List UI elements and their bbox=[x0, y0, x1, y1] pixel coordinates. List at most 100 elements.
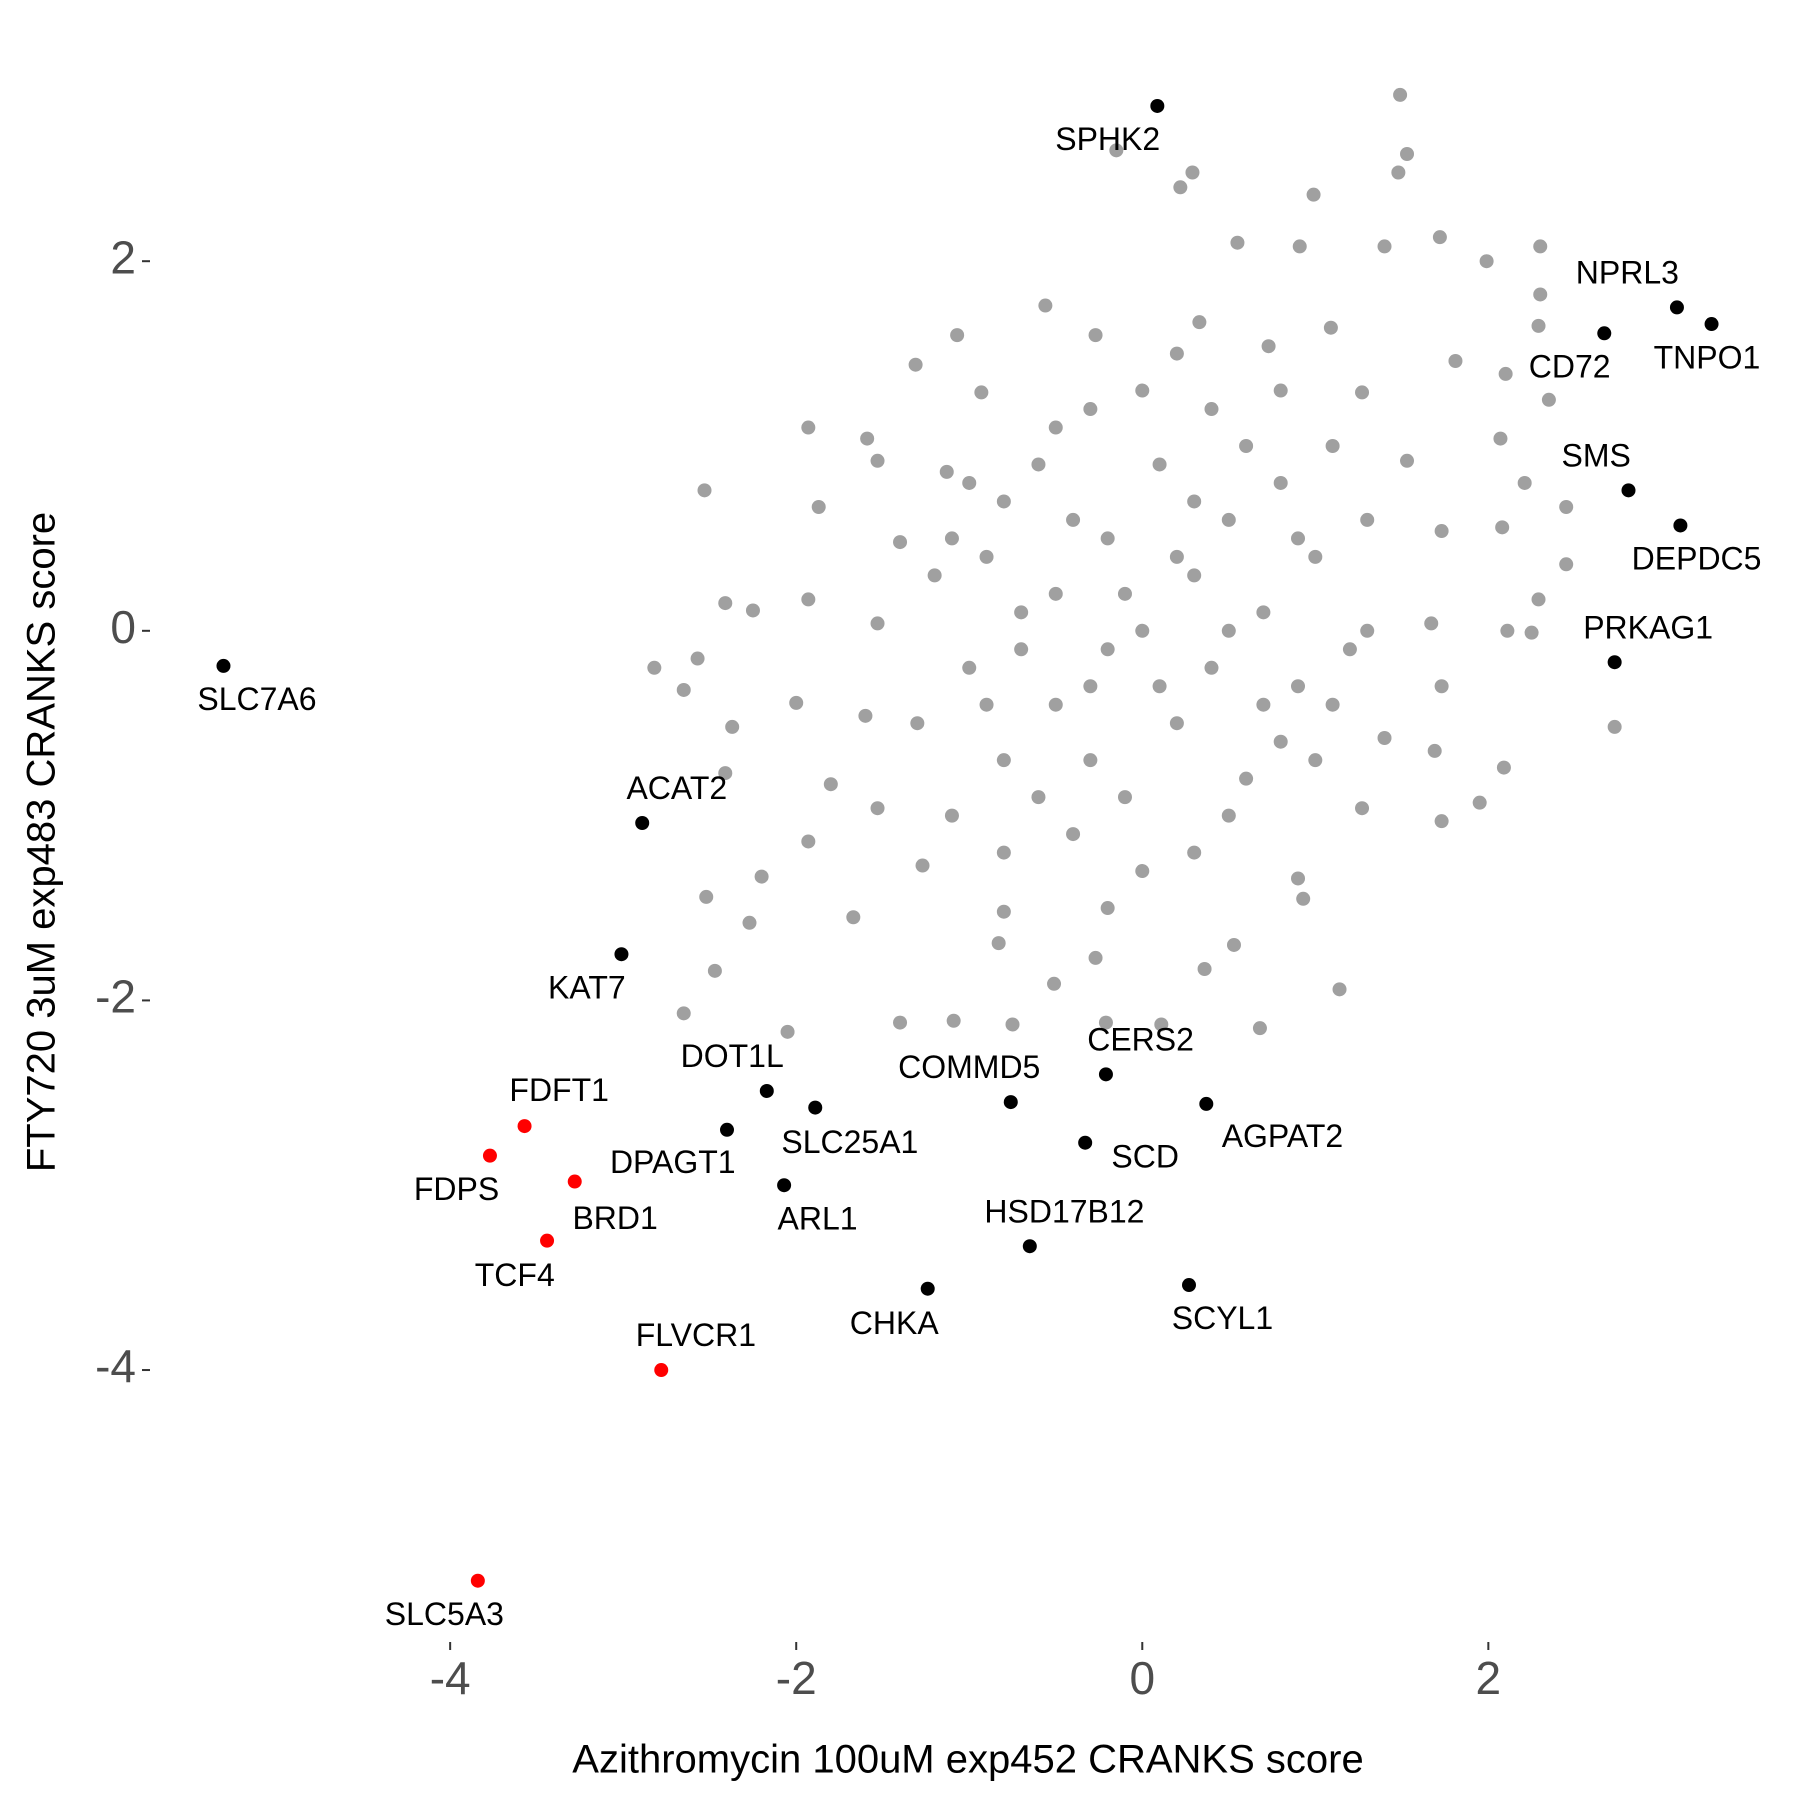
point-label: AGPAT2 bbox=[1222, 1118, 1344, 1154]
point bbox=[870, 453, 885, 468]
point bbox=[1434, 679, 1449, 694]
y-tick-label: -4 bbox=[95, 1340, 136, 1392]
point bbox=[647, 660, 662, 675]
x-axis-title: Azithromycin 100uM exp452 CRANKS score bbox=[572, 1738, 1363, 1782]
point bbox=[1355, 385, 1370, 400]
point bbox=[1291, 531, 1306, 546]
point-label: ACAT2 bbox=[626, 770, 727, 806]
point bbox=[1427, 743, 1442, 758]
point bbox=[939, 464, 954, 479]
point bbox=[991, 936, 1006, 951]
point-label: DPAGT1 bbox=[610, 1144, 736, 1180]
point bbox=[777, 1178, 792, 1193]
point bbox=[1066, 827, 1081, 842]
x-tick-label: -2 bbox=[776, 1652, 817, 1704]
point bbox=[1479, 254, 1494, 269]
point bbox=[823, 777, 838, 792]
point bbox=[927, 568, 942, 583]
point bbox=[1377, 730, 1392, 745]
point bbox=[725, 719, 740, 734]
point bbox=[1432, 230, 1447, 245]
point bbox=[996, 753, 1011, 768]
point bbox=[1221, 808, 1236, 823]
point bbox=[1038, 298, 1053, 313]
point bbox=[1135, 383, 1150, 398]
point bbox=[1673, 518, 1688, 533]
point bbox=[979, 549, 994, 564]
y-tick-label: -2 bbox=[95, 971, 136, 1023]
point bbox=[1022, 1239, 1037, 1254]
point bbox=[1192, 315, 1207, 330]
point bbox=[1273, 475, 1288, 490]
point bbox=[718, 596, 733, 611]
point bbox=[1003, 1095, 1018, 1110]
point-label: SCD bbox=[1111, 1138, 1179, 1174]
point bbox=[1098, 1015, 1113, 1030]
point bbox=[858, 708, 873, 723]
point bbox=[1434, 524, 1449, 539]
point bbox=[1187, 494, 1202, 509]
point bbox=[801, 420, 816, 435]
point bbox=[1083, 753, 1098, 768]
point bbox=[870, 801, 885, 816]
point bbox=[1199, 1096, 1214, 1111]
point bbox=[1005, 1017, 1020, 1032]
x-tick-label: 2 bbox=[1476, 1652, 1502, 1704]
point bbox=[1239, 439, 1254, 454]
point bbox=[482, 1148, 497, 1163]
point bbox=[1325, 697, 1340, 712]
point bbox=[1135, 623, 1150, 638]
point bbox=[808, 1100, 823, 1115]
point bbox=[946, 1013, 961, 1028]
point-label: BRD1 bbox=[572, 1200, 657, 1236]
point bbox=[745, 603, 760, 618]
point bbox=[1533, 239, 1548, 254]
point bbox=[1531, 592, 1546, 607]
point bbox=[1048, 420, 1063, 435]
point bbox=[1048, 586, 1063, 601]
point bbox=[996, 494, 1011, 509]
point bbox=[1559, 557, 1574, 572]
point bbox=[1296, 891, 1311, 906]
point bbox=[1181, 1278, 1196, 1293]
y-tick-label: 2 bbox=[110, 231, 136, 283]
point bbox=[1100, 531, 1115, 546]
point bbox=[1048, 697, 1063, 712]
point-label: CHKA bbox=[850, 1305, 940, 1341]
point bbox=[1541, 392, 1556, 407]
point bbox=[1533, 287, 1548, 302]
point bbox=[1014, 642, 1029, 657]
point bbox=[1088, 328, 1103, 343]
point-label: DEPDC5 bbox=[1632, 541, 1762, 577]
point bbox=[1434, 814, 1449, 829]
point bbox=[1291, 871, 1306, 886]
point bbox=[1109, 143, 1124, 158]
point-label: DOT1L bbox=[681, 1038, 784, 1074]
point bbox=[1524, 625, 1539, 640]
point bbox=[1100, 642, 1115, 657]
point bbox=[979, 697, 994, 712]
point-label: PRKAG1 bbox=[1583, 609, 1713, 645]
point bbox=[759, 1083, 774, 1098]
point bbox=[567, 1174, 582, 1189]
point bbox=[1083, 402, 1098, 417]
point bbox=[1308, 549, 1323, 564]
point bbox=[1083, 679, 1098, 694]
point bbox=[801, 592, 816, 607]
point bbox=[1308, 753, 1323, 768]
point bbox=[1517, 475, 1532, 490]
point bbox=[1185, 165, 1200, 180]
point bbox=[1273, 383, 1288, 398]
point bbox=[470, 1573, 485, 1588]
point bbox=[635, 816, 650, 831]
point bbox=[1559, 499, 1574, 514]
point bbox=[1204, 660, 1219, 675]
point-label: CD72 bbox=[1529, 348, 1611, 384]
point bbox=[754, 869, 769, 884]
point bbox=[697, 483, 712, 498]
point bbox=[720, 1122, 735, 1137]
point bbox=[690, 651, 705, 666]
point bbox=[1495, 520, 1510, 535]
